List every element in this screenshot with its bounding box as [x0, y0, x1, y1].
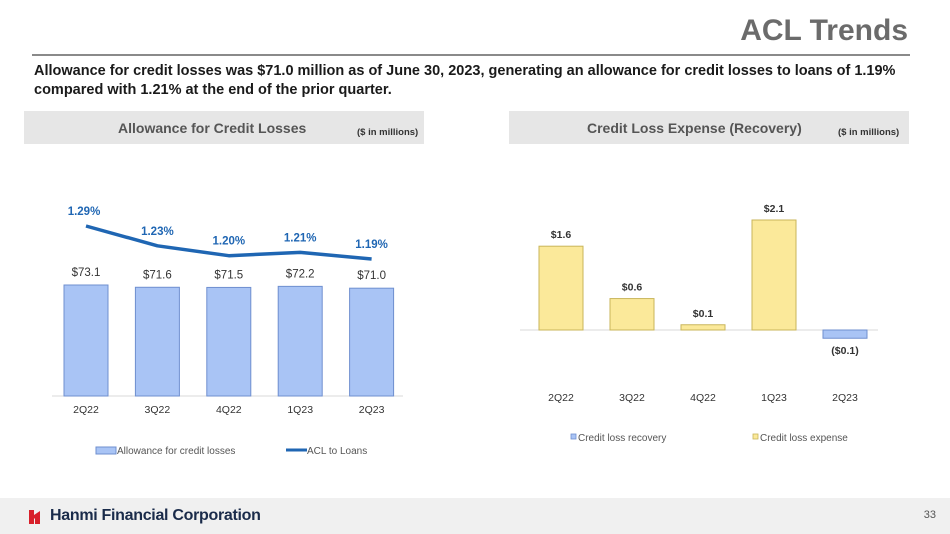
page-number: 33: [923, 509, 936, 521]
recovery-bar-label: ($0.1): [831, 345, 858, 357]
acl-bar-label: $73.1: [72, 267, 101, 279]
credit-loss-chart-svg: $1.6 2Q22 $0.6 3Q22 $0.1 4Q22 $2.1 1Q23 ($0.1) 2Q…: [520, 203, 878, 444]
expense-bar-label: $2.1: [764, 203, 785, 215]
x-tick-label: 3Q22: [619, 392, 645, 404]
right-section-unit: ($ in millions): [838, 127, 900, 138]
acl-bar-label: $72.2: [286, 268, 315, 280]
legend-label: Credit loss recovery: [578, 433, 666, 444]
legend-label: ACL to Loans: [307, 446, 367, 457]
slide-title: ACL Trends: [740, 14, 908, 47]
allowance-chart-svg: $73.1 2Q22 $71.6 3Q22 $71.5 4Q22 $72.2 1Q23 $71.…: [52, 206, 403, 457]
title-divider: [32, 54, 910, 56]
expense-bar: [609, 298, 655, 331]
company-name: Hanmi Financial Corporation: [50, 507, 261, 524]
legend-swatch-expense: [752, 433, 759, 440]
x-tick-label: 2Q23: [359, 404, 385, 416]
x-tick-label: 4Q22: [216, 404, 242, 416]
acl-ratio-label: 1.20%: [212, 236, 245, 248]
expense-bar-label: $0.6: [622, 282, 643, 294]
expense-bar: [680, 324, 726, 331]
legend-label: Credit loss expense: [760, 433, 848, 444]
recovery-bar: [822, 329, 868, 339]
expense-bar-label: $1.6: [551, 229, 572, 241]
left-section-unit: ($ in millions): [357, 127, 419, 138]
acl-bar: [63, 284, 109, 397]
acl-bar: [134, 286, 180, 397]
expense-bar-label: $0.1: [693, 308, 714, 320]
hanmi-logo-icon: [29, 510, 40, 524]
x-tick-label: 1Q23: [287, 404, 313, 416]
right-section-header: Credit Loss Expense (Recovery) ($ in mil…: [509, 111, 909, 144]
acl-ratio-label: 1.19%: [355, 239, 388, 251]
x-tick-label: 1Q23: [761, 392, 787, 404]
expense-bar: [751, 219, 797, 331]
acl-ratio-label: 1.21%: [284, 232, 317, 244]
acl-bar-label: $71.6: [143, 269, 172, 281]
acl-bar: [277, 285, 323, 397]
x-tick-label: 2Q23: [832, 392, 858, 404]
acl-ratio-label: 1.29%: [68, 206, 101, 218]
credit-loss-chart: $1.6 2Q22 $0.6 3Q22 $0.1 4Q22 $2.1 1Q23 ($0.1) 2Q…: [475, 0, 950, 475]
x-tick-label: 3Q22: [145, 404, 171, 416]
headline-text: Allowance for credit losses was $71.0 mi…: [34, 63, 896, 98]
acl-ratio-label: 1.23%: [141, 226, 174, 238]
x-tick-label: 2Q22: [548, 392, 574, 404]
left-section-header: Allowance for Credit Losses ($ in millio…: [24, 111, 424, 144]
expense-bar: [538, 245, 584, 331]
acl-bar: [349, 287, 395, 397]
legend-label: Allowance for credit losses: [117, 446, 235, 457]
legend-swatch-bar: [95, 446, 117, 455]
allowance-chart: $73.1 2Q22 $71.6 3Q22 $71.5 4Q22 $72.2 1Q23 $71.…: [0, 0, 475, 475]
right-section-title: Credit Loss Expense (Recovery): [587, 120, 802, 136]
left-section-title: Allowance for Credit Losses: [118, 120, 307, 136]
acl-bar-label: $71.0: [357, 270, 386, 282]
x-tick-label: 2Q22: [73, 404, 99, 416]
footer: Hanmi Financial Corporation 33: [0, 498, 950, 534]
legend-swatch-recovery: [570, 433, 577, 440]
acl-bar: [206, 286, 252, 397]
acl-to-loans-line: [85, 224, 372, 261]
x-tick-label: 4Q22: [690, 392, 716, 404]
acl-bar-label: $71.5: [214, 269, 243, 281]
